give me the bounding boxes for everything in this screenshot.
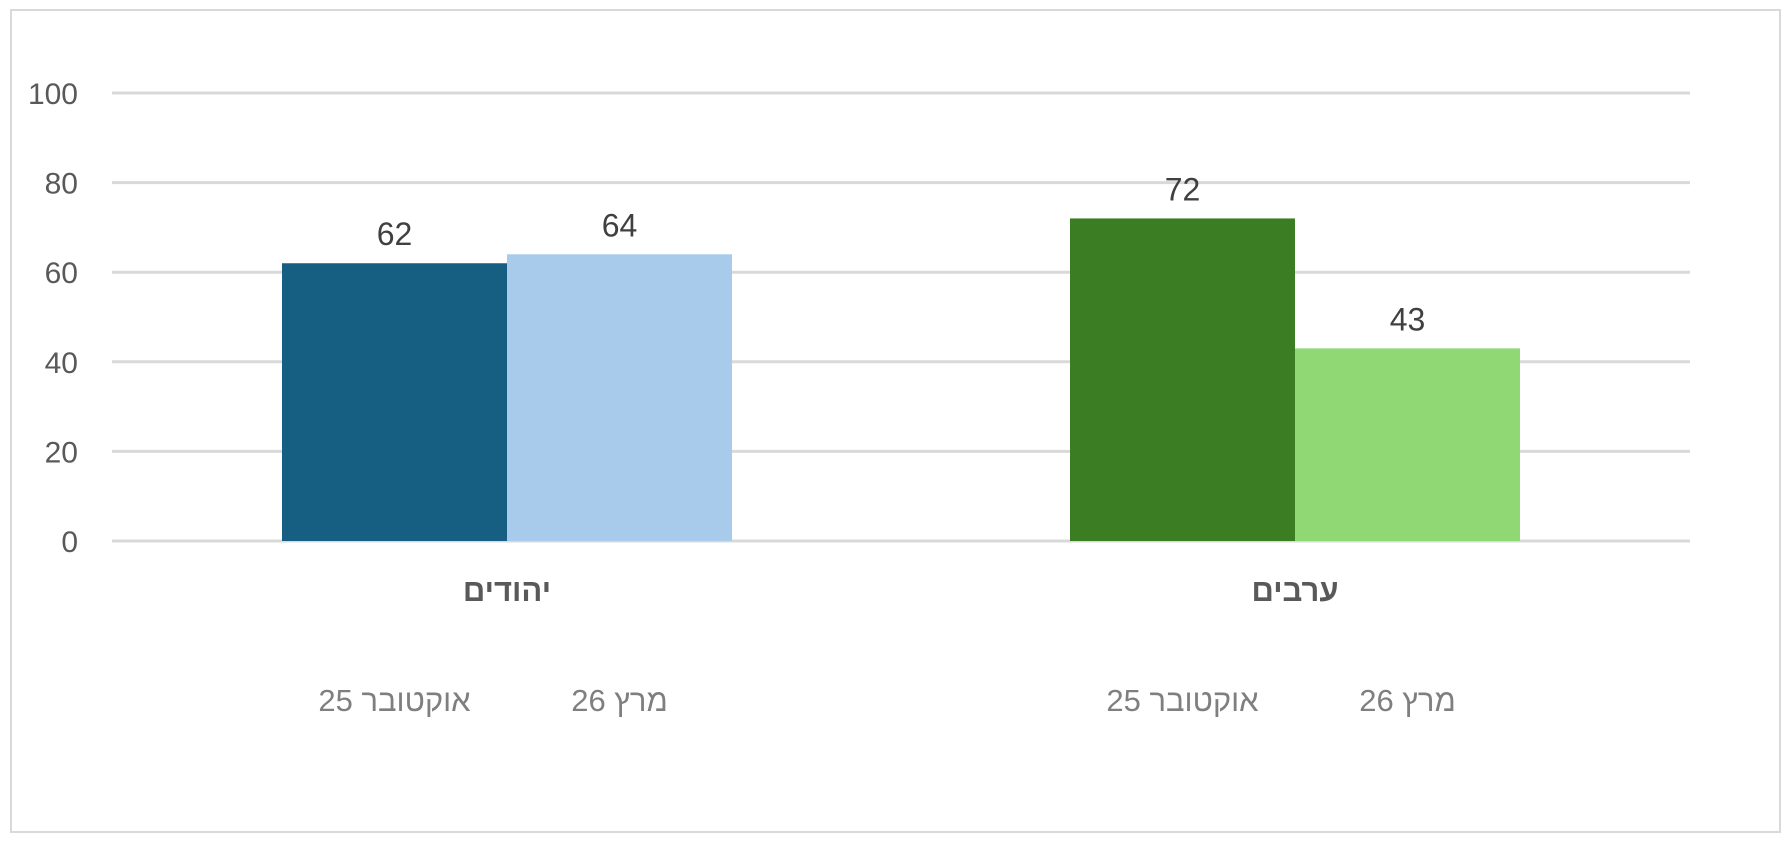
data-label: 43 [1390,301,1426,337]
series-label: אוקטובר 25 [1106,683,1259,718]
data-label: 72 [1165,171,1201,207]
y-tick-label: 40 [45,347,78,380]
category-label: ערבים [1251,573,1338,608]
y-tick-label: 0 [61,526,78,559]
bar [507,254,732,541]
category-labels: יהודים ערבים [463,573,1339,608]
y-tick-label: 60 [45,257,78,290]
bar [1070,218,1295,541]
series-labels: אוקטובר 25 מרץ 26 אוקטובר 25 מרץ 26 [318,683,1455,718]
category-label: יהודים [463,573,551,608]
series-label: אוקטובר 25 [318,683,471,718]
series-label: מרץ 26 [1359,683,1456,718]
data-label: 62 [377,216,413,252]
data-labels: 62 64 72 43 [377,171,1426,337]
y-axis-tick-labels: 0 20 40 60 80 100 [28,78,78,559]
data-label: 64 [602,207,638,243]
y-tick-label: 100 [28,78,78,111]
series-label: מרץ 26 [571,683,668,718]
y-tick-label: 20 [45,436,78,469]
bar [1295,348,1520,541]
bars [282,218,1520,541]
bar [282,263,507,541]
y-tick-label: 80 [45,168,78,201]
